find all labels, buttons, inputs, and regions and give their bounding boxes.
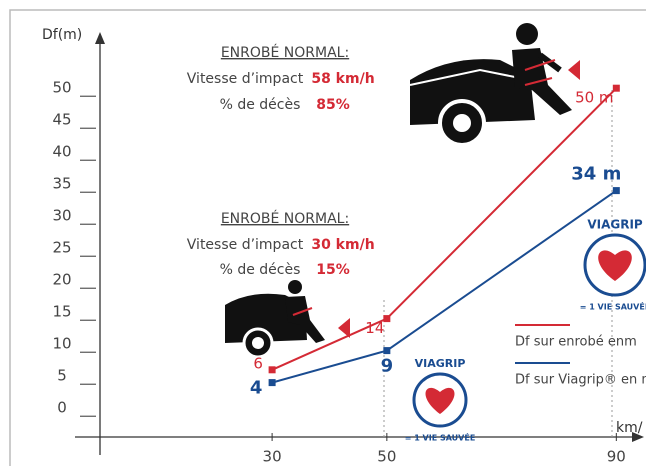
- car-icon: [225, 280, 325, 359]
- data-label: 14: [365, 319, 384, 337]
- data-label: 50 m: [575, 89, 613, 107]
- annotation-text: % de décès: [220, 262, 301, 278]
- point: [268, 379, 276, 387]
- y-tick-label: 15: [52, 303, 71, 321]
- annotation-text: % de décès: [220, 97, 301, 113]
- badge-tagline: = 1 VIE SAUVÉE: [580, 301, 646, 312]
- y-arrow: [95, 32, 105, 44]
- badge: VIAGRIP = 1 VIE SAUVÉE: [405, 357, 476, 443]
- point: [612, 187, 620, 195]
- annotation-heading: ENROBÉ NORMAL:: [221, 44, 349, 61]
- car-icon: [409, 23, 572, 147]
- data-label: 34 m: [571, 164, 621, 185]
- y-tick-label: 10: [52, 335, 71, 353]
- point: [268, 366, 276, 374]
- annotation-value: 85%: [316, 97, 350, 113]
- data-label: 4: [250, 378, 263, 399]
- y-tick-label: 25: [52, 239, 71, 257]
- x-arrow: [632, 432, 644, 442]
- annotation-value: 15%: [316, 262, 350, 278]
- annotation-heading: ENROBÉ NORMAL:: [221, 210, 349, 227]
- annotation-value: 30 km/h: [311, 237, 374, 253]
- badge: VIAGRIP = 1 VIE SAUVÉE: [580, 218, 646, 312]
- x-tick-label: 30: [263, 448, 282, 466]
- badge-tagline: = 1 VIE SAUVÉE: [405, 432, 476, 443]
- data-label: 9: [381, 356, 394, 377]
- y-tick-label: 35: [52, 175, 71, 193]
- point: [612, 84, 620, 92]
- y-axis-label: Df(m): [42, 27, 82, 43]
- y-tick-label: 5: [57, 367, 67, 385]
- legend-label: Df sur enrobé enm: [515, 335, 637, 350]
- y-tick-label: 45: [52, 111, 71, 129]
- data-label: 6: [253, 354, 263, 372]
- pointer: [338, 318, 350, 338]
- y-tick-label: 20: [52, 271, 71, 289]
- y-tick-label: 40: [52, 143, 71, 161]
- legend-label: Df sur Viagrip® en m: [515, 373, 646, 388]
- x-tick-label: 90: [607, 448, 626, 466]
- frame: [9, 9, 646, 466]
- x-axis-label: km/: [616, 420, 643, 436]
- point: [383, 347, 391, 355]
- x-tick-label: 50: [377, 448, 396, 466]
- annotation-text: Vitesse d’impact: [187, 237, 304, 253]
- badge-name: VIAGRIP: [587, 218, 643, 232]
- pointer: [568, 60, 580, 80]
- point: [383, 315, 391, 323]
- y-tick-label: 0: [57, 399, 67, 417]
- y-tick-label: 30: [52, 207, 71, 225]
- badge-name: VIAGRIP: [415, 357, 466, 370]
- y-tick-label: 50: [52, 79, 71, 97]
- annotation-value: 58 km/h: [311, 71, 374, 87]
- annotation-text: Vitesse d’impact: [187, 71, 304, 87]
